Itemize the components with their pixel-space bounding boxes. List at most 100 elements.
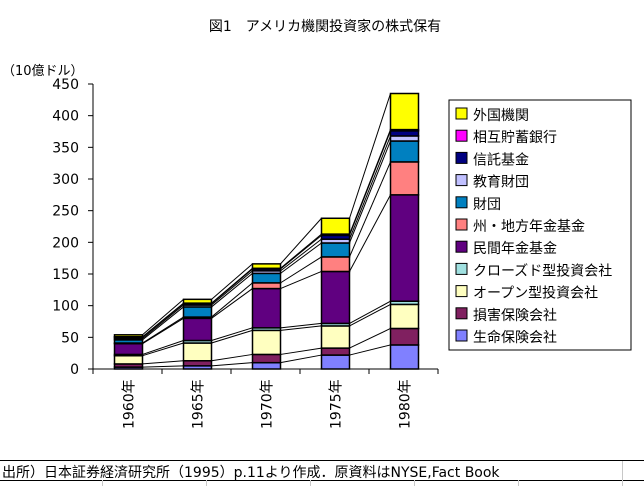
- bar-segment: [251, 353, 282, 364]
- series-line: [280, 217, 322, 265]
- legend-swatch: [455, 285, 468, 298]
- x-tick-label: 1980年: [398, 379, 414, 429]
- cell-border: [206, 480, 207, 486]
- series-line: [349, 129, 391, 235]
- series-line: [142, 316, 184, 344]
- series-line: [211, 353, 253, 362]
- series-line: [349, 161, 391, 258]
- legend-swatch: [455, 107, 468, 120]
- bar-segment: [251, 329, 282, 356]
- bar-segment: [182, 317, 213, 342]
- bar-segment: [113, 334, 144, 338]
- legend-swatch: [455, 196, 468, 209]
- series-line: [211, 327, 253, 341]
- bar-segment: [251, 272, 282, 284]
- series-line: [211, 263, 253, 300]
- x-axis: 1960年 1965年 1970年 1975年 1980年: [92, 368, 439, 429]
- x-tick-label: 1970年: [260, 379, 276, 429]
- bar-segment: [389, 161, 420, 196]
- cell-border: [518, 480, 519, 486]
- y-tick-label: 150: [52, 267, 79, 283]
- bar-segment: [182, 342, 213, 362]
- legend-label: クローズド型投資会社: [473, 263, 612, 279]
- y-tick-label: 50: [61, 330, 79, 346]
- series-line: [349, 93, 391, 219]
- bar-segment: [113, 354, 144, 365]
- legend-swatch: [455, 329, 468, 342]
- source-note-row: 出所）日本証券経済研究所（1995）p.11より作成．原資料はNYSE,Fact…: [0, 460, 644, 481]
- bar-segment: [320, 325, 351, 349]
- y-axis-unit-label: （10億ドル）: [2, 63, 84, 79]
- x-tick-label: 1965年: [191, 379, 207, 429]
- y-axis: 0 50 100 150 200 250 300 350 400 450: [52, 77, 94, 378]
- cell-border: [102, 480, 103, 486]
- stacked-bar-chart: 図1 アメリカ機関投資家の株式保有 （10億ドル） 0 50 100 150 200 25…: [2, 18, 632, 429]
- legend-swatch: [455, 174, 468, 187]
- bar-segment: [320, 242, 351, 258]
- series-line: [142, 317, 184, 345]
- legend-swatch: [455, 218, 468, 231]
- series-line: [142, 365, 184, 368]
- cell-border: [414, 480, 415, 486]
- bar-segment: [320, 256, 351, 273]
- y-tick-label: 250: [52, 204, 79, 220]
- series-line: [142, 306, 184, 341]
- bar-segment: [389, 303, 420, 330]
- series-line: [211, 362, 253, 367]
- bar-segment: [389, 92, 420, 131]
- bar-segment: [320, 217, 351, 235]
- series-line: [211, 270, 253, 306]
- series-line: [142, 342, 184, 357]
- bar-segment: [251, 282, 282, 290]
- legend-label: 相互貯蓄銀行: [473, 130, 557, 146]
- y-tick-label: 0: [70, 362, 79, 378]
- bar-segment: [389, 194, 420, 302]
- y-tick-label: 450: [52, 77, 79, 93]
- bar-segment: [320, 270, 351, 325]
- legend-label: 生命保険会社: [473, 329, 557, 346]
- series-line: [349, 300, 391, 324]
- x-tick-label: 1960年: [122, 379, 138, 429]
- legend-swatch: [455, 262, 468, 275]
- series-line: [142, 360, 184, 365]
- legend-label: 教育財団: [473, 175, 529, 191]
- y-tick-label: 350: [52, 140, 79, 156]
- source-note: 出所）日本証券経済研究所（1995）p.11より作成．原資料はNYSE,Fact…: [2, 465, 500, 481]
- series-line: [142, 304, 184, 339]
- bar-segment: [320, 354, 351, 370]
- series-line: [280, 256, 322, 284]
- y-tick-label: 200: [52, 235, 79, 251]
- series-line: [280, 238, 322, 272]
- series-line: [349, 303, 391, 327]
- series-line: [280, 347, 322, 355]
- bar-segment: [389, 140, 420, 163]
- legend-swatch: [455, 129, 468, 142]
- legend-label: 信託基金: [473, 151, 529, 168]
- y-tick-label: 300: [52, 172, 79, 188]
- series-line: [349, 344, 391, 356]
- bar-segment: [251, 263, 282, 270]
- series-line: [349, 194, 391, 272]
- series-line: [211, 272, 253, 308]
- bar-segment: [182, 298, 213, 304]
- series-line: [211, 267, 253, 304]
- series-line: [211, 282, 253, 318]
- bar-segment: [389, 344, 420, 370]
- legend-box: [448, 99, 632, 351]
- legend-label: 民間年金基金: [473, 240, 557, 257]
- legend-swatch: [455, 151, 468, 164]
- legend-label: 州・地方年金基金: [473, 218, 585, 235]
- bar-segment: [251, 361, 282, 370]
- bar-segment: [251, 287, 282, 329]
- bar-segment: [182, 306, 213, 318]
- legend-label: オープン型投資会社: [473, 286, 598, 302]
- series-line: [349, 328, 391, 349]
- legend-label: 損害保険会社: [473, 308, 557, 324]
- cell-border: [622, 461, 623, 486]
- series-line: [280, 322, 322, 329]
- bar-segment: [320, 347, 351, 356]
- series-line: [211, 288, 253, 319]
- bars: [113, 92, 420, 370]
- y-tick-label: 400: [52, 109, 79, 125]
- series-line: [280, 234, 322, 270]
